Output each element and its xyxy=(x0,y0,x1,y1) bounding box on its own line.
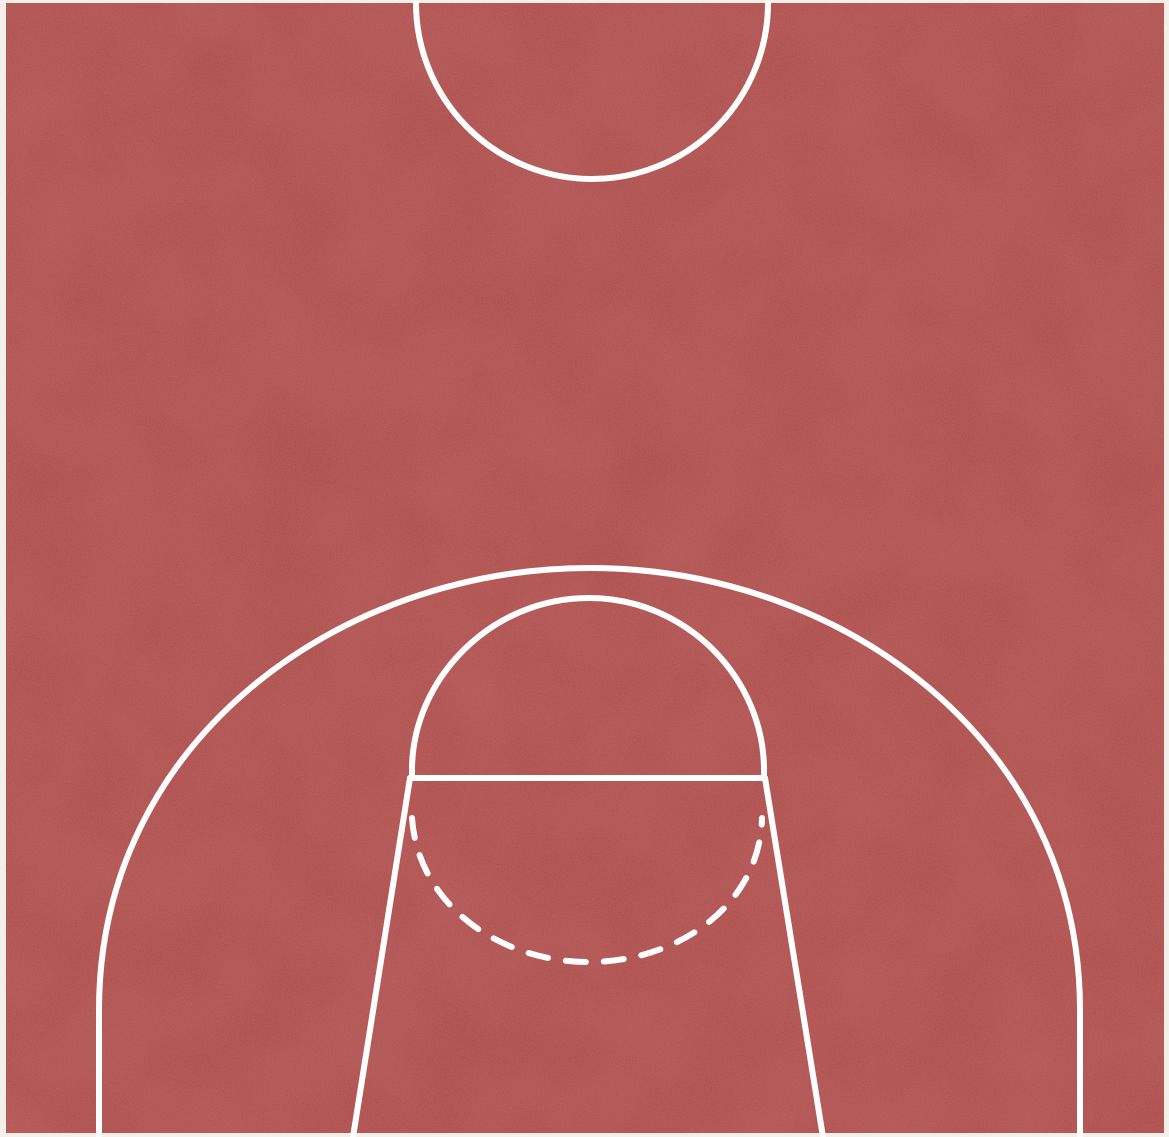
free-throw-circle-top xyxy=(409,594,767,781)
free-throw-circle-dashed xyxy=(409,815,765,966)
lane-left-line xyxy=(350,775,413,1137)
lane-right-line xyxy=(762,775,826,1137)
center-circle xyxy=(413,0,771,182)
three-point-line xyxy=(96,564,1083,1137)
